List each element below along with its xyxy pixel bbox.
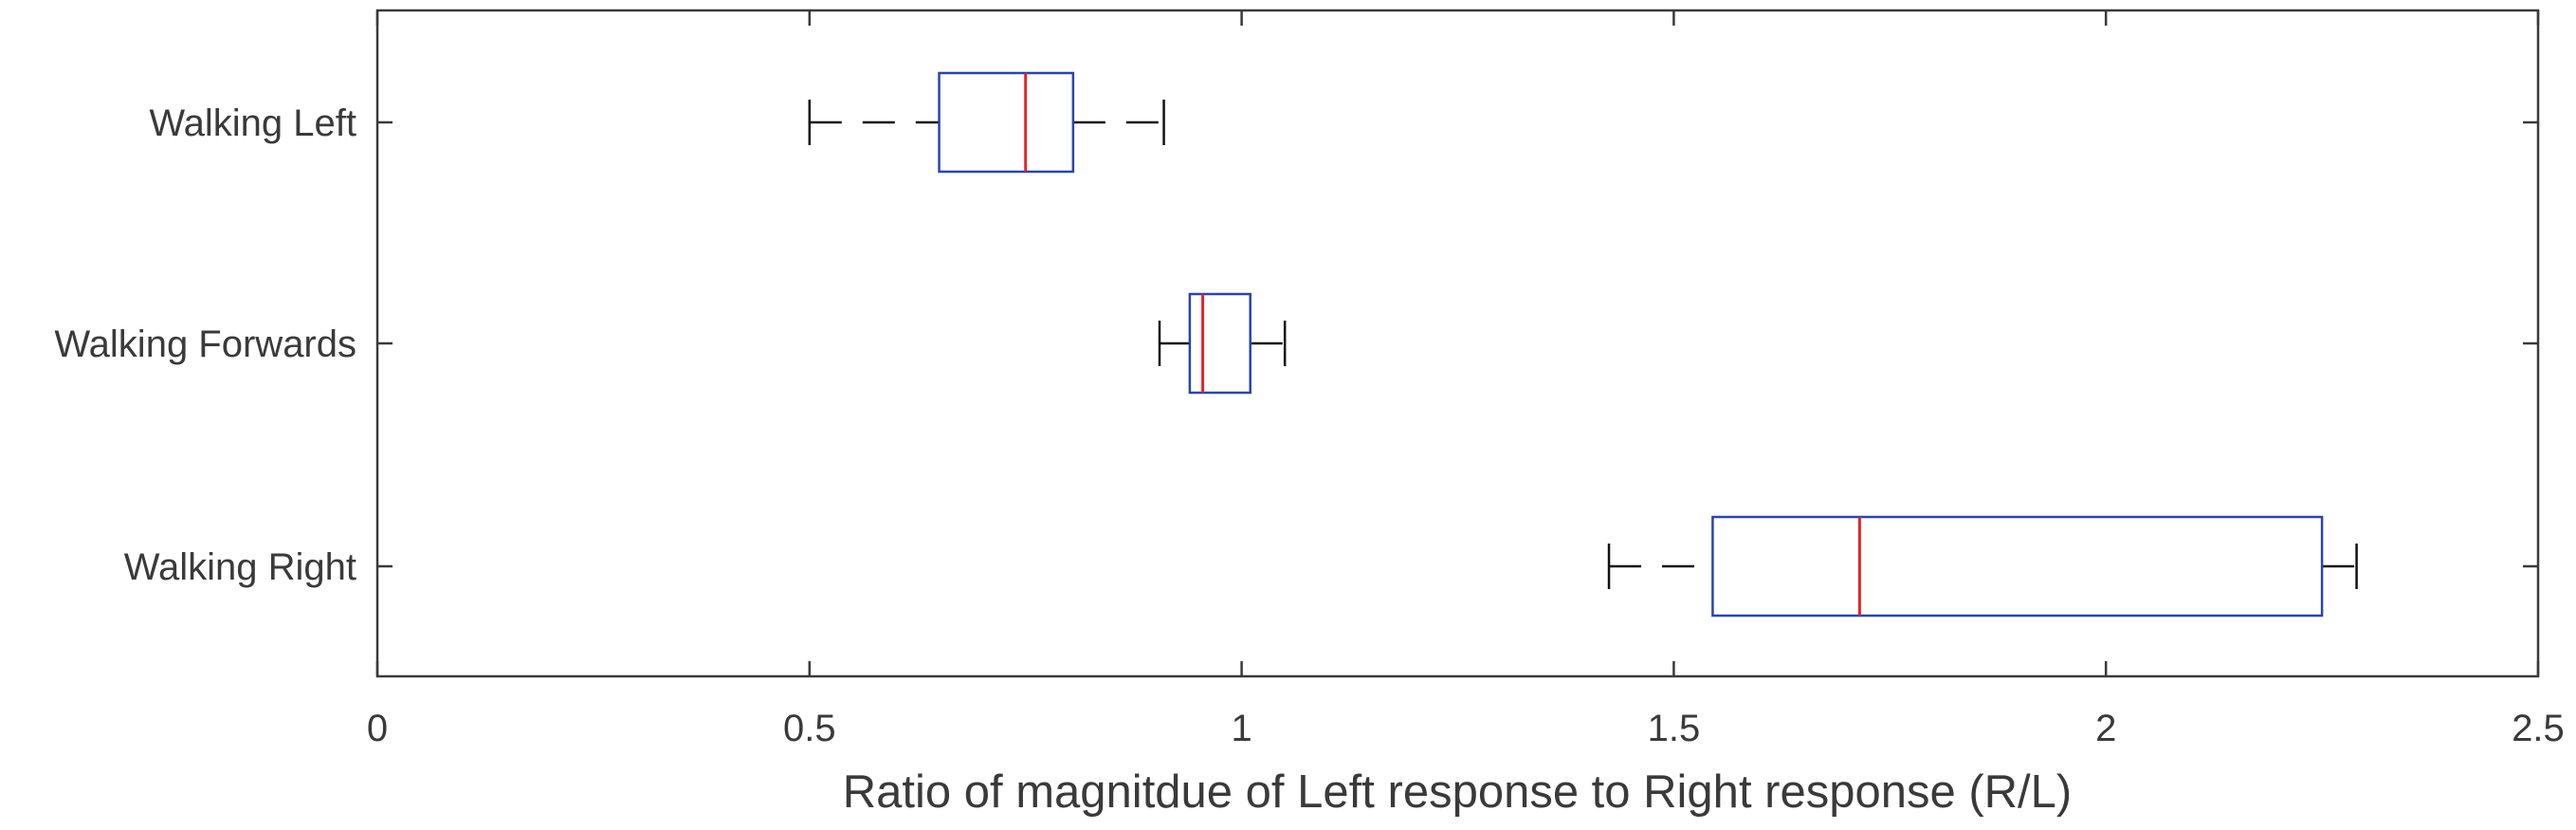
- x-tick-label: 2.5: [2512, 708, 2565, 749]
- x-tick-label: 0: [367, 708, 388, 749]
- box-walking-left: [808, 71, 1165, 174]
- y-category-label: Walking Left: [149, 102, 356, 144]
- y-category-label: Walking Right: [124, 546, 356, 588]
- x-axis-ticks: 0 0.5 1 1.5 2 2.5: [367, 10, 2565, 749]
- iqr-box: [938, 71, 1075, 174]
- x-tick-label: 2: [2095, 708, 2116, 749]
- x-tick-label: 1: [1231, 708, 1251, 749]
- x-tick-label: 1.5: [1648, 708, 1701, 749]
- box-series: [808, 71, 2358, 618]
- y-axis-ticks: Walking Left Walking Forwards Walking Righ…: [54, 102, 2538, 588]
- iqr-box: [1188, 292, 1251, 395]
- x-tick-label: 0.5: [783, 708, 836, 749]
- x-axis-label: Ratio of magnitdue of Left response to R…: [843, 766, 2073, 818]
- box-walking-forwards: [1158, 292, 1287, 395]
- y-category-label: Walking Forwards: [54, 323, 356, 365]
- box-walking-right: [1607, 515, 2358, 618]
- iqr-box: [1711, 515, 2324, 618]
